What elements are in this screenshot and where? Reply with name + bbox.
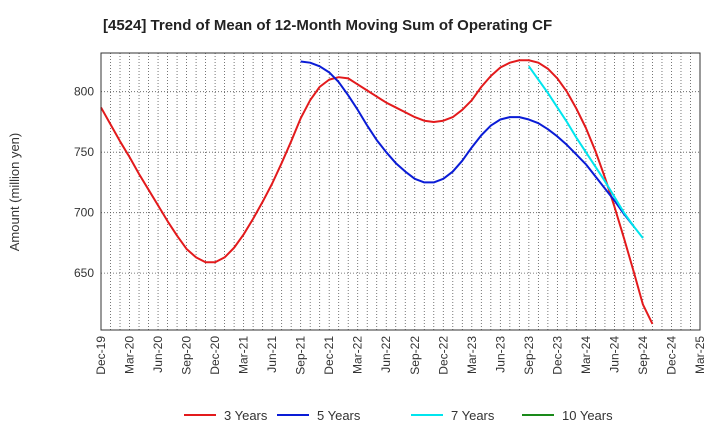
x-tick-label: Sep-21 <box>294 336 308 375</box>
x-tick-label: Sep-22 <box>408 336 422 375</box>
x-tick-label: Dec-19 <box>94 336 108 375</box>
y-tick-label: 700 <box>74 206 94 220</box>
x-tick-label: Mar-20 <box>123 336 137 374</box>
x-tick-label: Dec-23 <box>550 336 564 375</box>
y-tick-label: 800 <box>74 85 94 99</box>
chart-title: [4524] Trend of Mean of 12-Month Moving … <box>103 17 552 34</box>
series-line-5-years <box>300 60 635 227</box>
y-tick-label: 650 <box>74 266 94 280</box>
legend-label-7-years: 7 Years <box>451 408 495 423</box>
x-tick-label: Dec-20 <box>208 336 222 375</box>
series-line-3-years <box>100 59 654 325</box>
y-axis-label: Amount (million yen) <box>7 133 22 252</box>
legend-label-3-years: 3 Years <box>224 408 268 423</box>
x-tick-label: Mar-22 <box>351 336 365 374</box>
x-tick-label: Mar-21 <box>237 336 251 374</box>
plot-frame <box>100 52 701 331</box>
gridlines <box>101 53 700 330</box>
plot-area <box>100 52 701 331</box>
x-tick-label: Jun-20 <box>151 336 165 373</box>
x-tick-label: Dec-24 <box>664 336 678 375</box>
x-tick-label: Mar-24 <box>579 336 593 374</box>
x-tick-label: Sep-20 <box>180 336 194 375</box>
x-tick-label: Sep-24 <box>636 336 650 375</box>
x-tick-label: Mar-25 <box>693 336 707 374</box>
series-lines <box>100 59 654 325</box>
x-tick-label: Mar-23 <box>465 336 479 374</box>
x-tick-label: Dec-22 <box>436 336 450 375</box>
x-tick-label: Jun-22 <box>379 336 393 373</box>
x-tick-label: Sep-23 <box>522 336 536 375</box>
series-line-7-years <box>528 65 644 239</box>
legend: 3 Years 5 Years 7 Years 10 Years <box>184 408 613 423</box>
legend-label-10-years: 10 Years <box>562 408 613 423</box>
legend-label-5-years: 5 Years <box>317 408 361 423</box>
x-tick-label: Jun-23 <box>493 336 507 373</box>
x-tick-label: Jun-21 <box>265 336 279 373</box>
x-tick-label: Jun-24 <box>607 336 621 373</box>
x-axis-ticks: Dec-19 Mar-20 Jun-20 Sep-20 Dec-20 Mar-21 Jun-… <box>94 336 707 375</box>
x-tick-label: Dec-21 <box>322 336 336 375</box>
y-axis-ticks: 650 700 750 800 <box>74 85 94 280</box>
y-tick-label: 750 <box>74 145 94 159</box>
